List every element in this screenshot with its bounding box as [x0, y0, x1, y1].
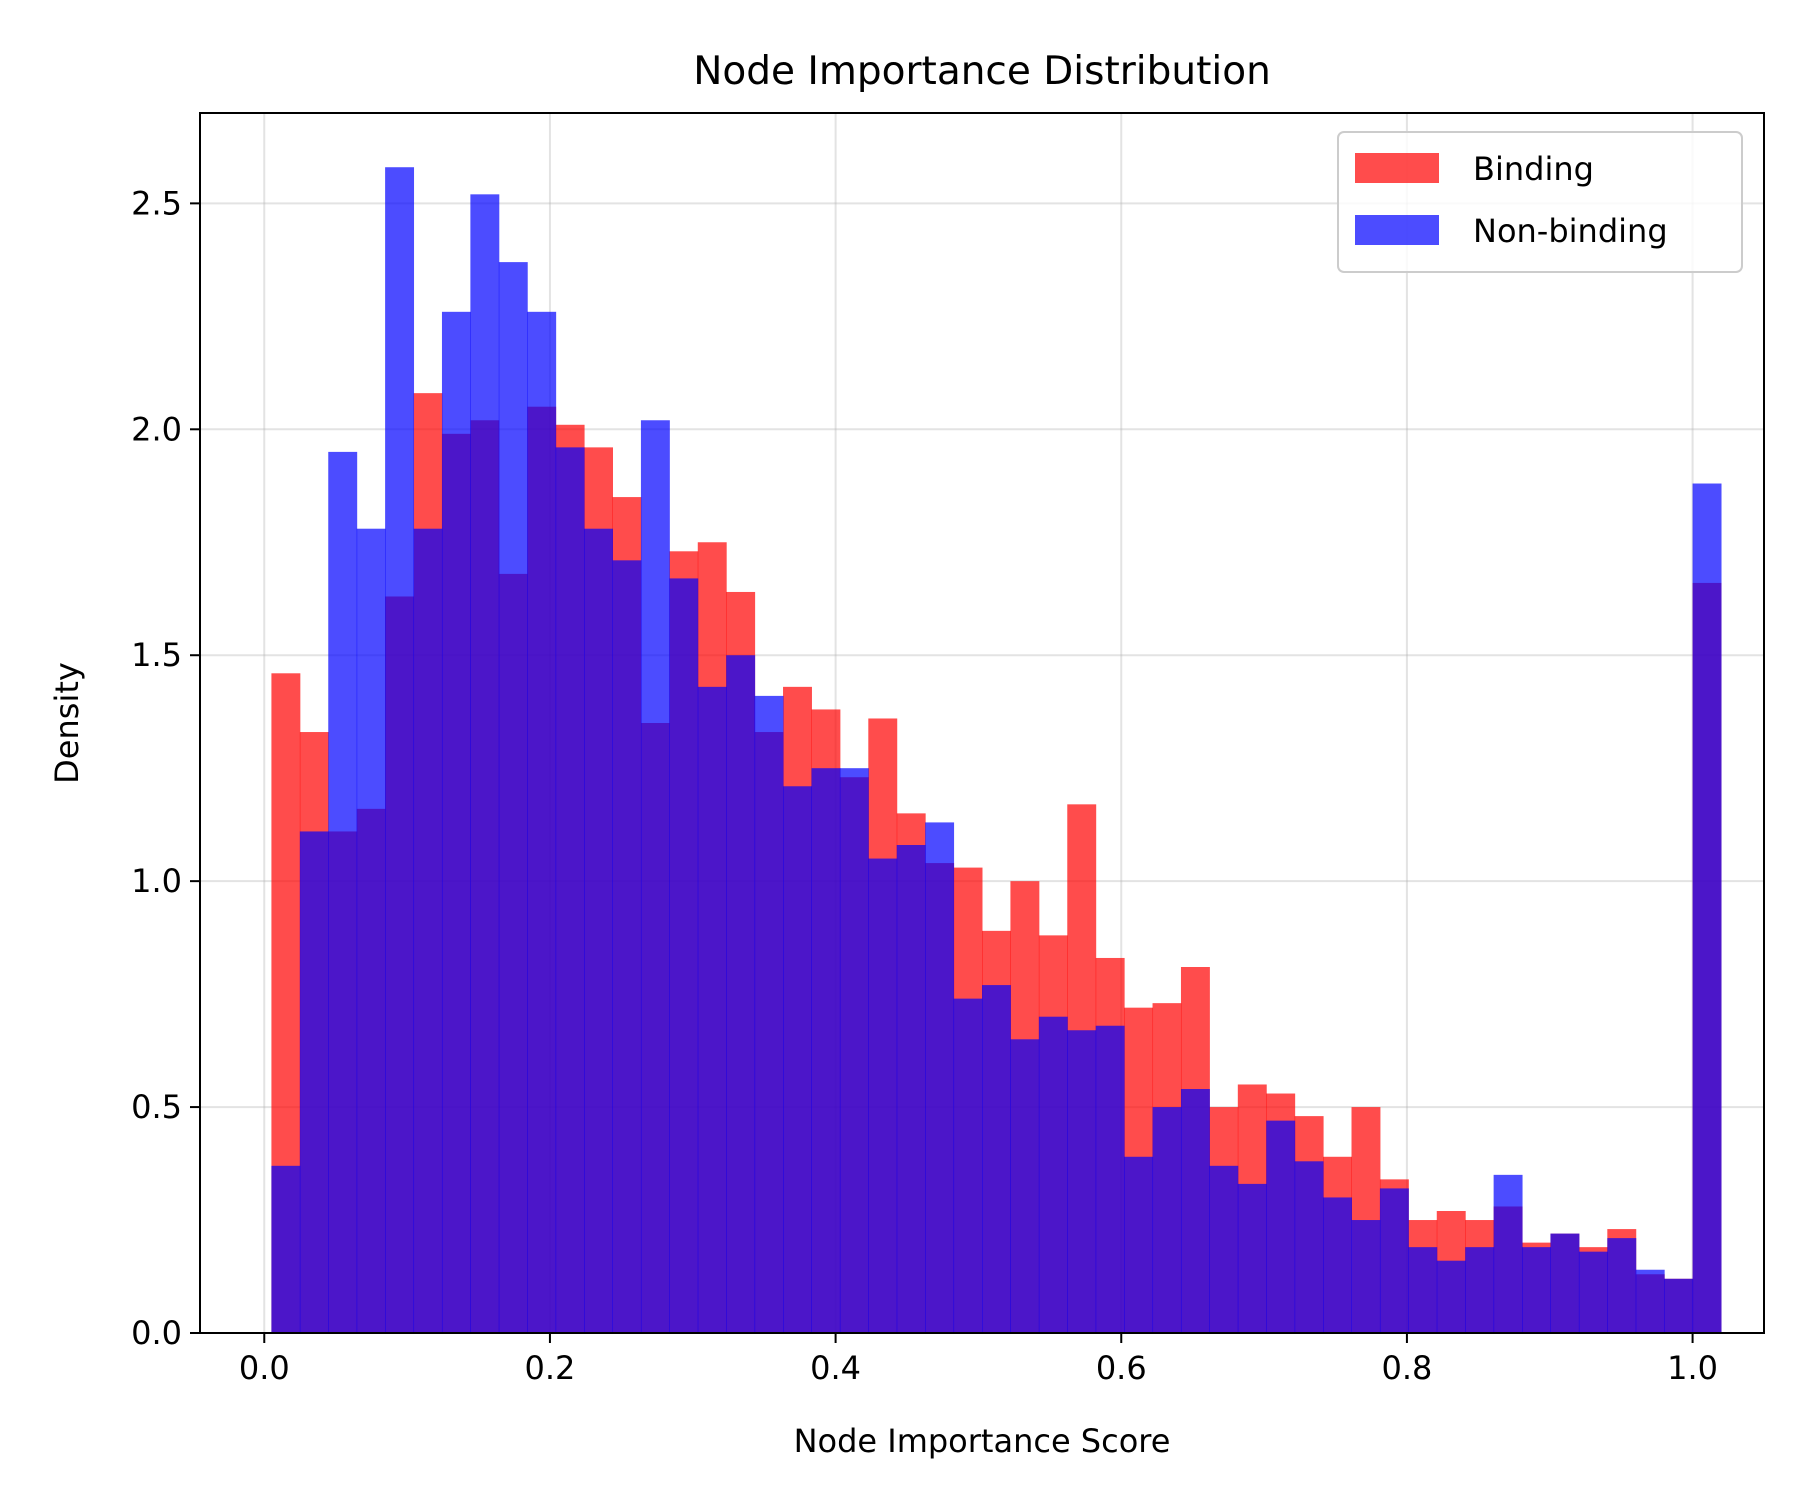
- legend-swatch-binding: [1355, 153, 1439, 183]
- histogram-bar: [839, 768, 869, 1333]
- histogram-bar: [925, 822, 955, 1333]
- histogram-bar: [953, 998, 983, 1333]
- histogram-bar: [1351, 1220, 1381, 1333]
- legend-swatch-non-binding: [1355, 215, 1439, 245]
- histogram-bar: [584, 528, 613, 1333]
- histogram-bar: [1578, 1251, 1608, 1333]
- histogram-bar: [726, 655, 756, 1333]
- histogram-bar: [1522, 1247, 1551, 1333]
- histogram-bar: [1180, 1089, 1210, 1333]
- histogram-bar: [1095, 1025, 1125, 1333]
- y-tick-label: 2.0: [131, 410, 182, 448]
- histogram-bar: [612, 560, 642, 1333]
- histogram-bar: [868, 858, 898, 1333]
- histogram-bar: [299, 831, 329, 1333]
- histogram-bar: [1152, 1107, 1182, 1333]
- histogram-bar: [356, 528, 386, 1333]
- histogram-bar: [271, 1165, 301, 1333]
- legend-label-non-binding: Non-binding: [1473, 212, 1668, 250]
- histogram-bar: [1323, 1197, 1353, 1333]
- histogram-bar: [1607, 1238, 1637, 1333]
- histogram-bar: [1436, 1260, 1466, 1333]
- series-non-binding: [271, 167, 1722, 1334]
- histogram-bar: [1067, 1030, 1097, 1333]
- histogram-bar: [1635, 1269, 1665, 1333]
- y-tick-label: 0.5: [131, 1088, 182, 1126]
- y-tick-label: 1.0: [131, 862, 182, 900]
- histogram-bar: [896, 845, 926, 1333]
- chart-title: Node Importance Distribution: [693, 49, 1271, 94]
- histogram-bar: [1379, 1188, 1409, 1333]
- histogram-bar: [1465, 1247, 1495, 1333]
- histogram-bar: [640, 420, 670, 1333]
- histogram-bar: [1038, 1016, 1068, 1333]
- histogram-bar: [1493, 1174, 1523, 1333]
- x-tick-label: 0.8: [1381, 1349, 1432, 1387]
- histogram-bar: [1664, 1278, 1694, 1333]
- histogram-bar: [413, 528, 443, 1333]
- y-axis-ticks: 0.0 0.5 1.0 1.5 2.0 2.5: [131, 184, 200, 1352]
- histogram-bar: [1294, 1161, 1324, 1333]
- histogram-bar: [498, 262, 528, 1334]
- y-tick-label: 0.0: [131, 1314, 182, 1352]
- histogram-bar: [555, 447, 585, 1333]
- histogram-bar: [783, 786, 812, 1333]
- histogram-bar: [527, 311, 557, 1333]
- x-tick-label: 1.0: [1667, 1349, 1718, 1387]
- histogram-bar: [1237, 1183, 1267, 1333]
- histogram-bar: [441, 311, 471, 1333]
- histogram-bar: [669, 578, 699, 1333]
- legend-label-binding: Binding: [1473, 150, 1594, 188]
- histogram-bar: [1209, 1165, 1239, 1333]
- histogram-bar: [1010, 1039, 1040, 1333]
- histogram-bar: [1408, 1247, 1438, 1333]
- histogram-bar: [1266, 1120, 1296, 1333]
- histogram-bar: [697, 686, 727, 1333]
- histogram-bars: [271, 167, 1722, 1334]
- histogram-bar: [754, 695, 784, 1333]
- plot-frame: [199, 112, 1765, 1334]
- x-tick-label: 0.2: [524, 1349, 575, 1387]
- x-tick-label: 0.4: [810, 1349, 861, 1387]
- x-axis-ticks: 0.0 0.2 0.4 0.6 0.8 1.0: [239, 1333, 1718, 1387]
- x-axis-label: Node Importance Score: [794, 1422, 1171, 1460]
- x-tick-label: 0.0: [239, 1349, 290, 1387]
- histogram-bar: [982, 985, 1011, 1333]
- histogram-bar: [470, 194, 500, 1333]
- histogram-bar: [811, 768, 841, 1333]
- legend: Binding Non-binding: [1337, 131, 1743, 273]
- histogram-bar: [1692, 483, 1722, 1333]
- histogram-bar: [328, 451, 358, 1333]
- histogram-bar: [1550, 1233, 1580, 1333]
- y-axis-label: Density: [48, 662, 86, 784]
- histogram-bar: [1124, 1156, 1154, 1333]
- y-tick-label: 2.5: [131, 184, 182, 222]
- histogram-bar: [385, 167, 415, 1334]
- y-tick-label: 1.5: [131, 636, 182, 674]
- x-tick-label: 0.6: [1096, 1349, 1147, 1387]
